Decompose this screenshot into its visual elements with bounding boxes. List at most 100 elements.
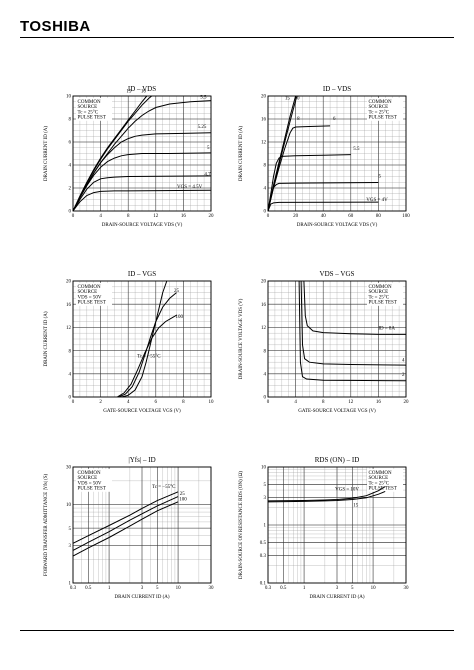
x-tick-label: 0.5 [280,586,287,591]
condition-line: SOURCE [369,476,389,481]
y-tick-label: 30 [66,466,72,471]
condition-line: COMMON [369,100,392,105]
plot-frame [72,95,212,212]
y-tick-label: 1 [69,582,72,587]
curve-100 [72,501,179,557]
condition-line: COMMON [78,100,101,105]
condition-line: PULSE TEST [78,301,106,306]
curve-5 [72,152,212,212]
curves [298,280,407,382]
y-axis-label: DRAIN CURRENT ID (A) [44,126,49,181]
x-tick-label: 30 [209,586,215,591]
y-axis-label: DRAIN CURRENT ID (A) [239,126,244,181]
condition-line: SOURCE [369,290,389,295]
curve-label: VGS = 4V [366,198,388,203]
curve-label: 15 [285,96,291,101]
x-tick-label: 60 [348,214,354,219]
curve-label: 10 [294,96,300,101]
y-tick-label: 10 [66,503,72,508]
y-tick-label: 0.1 [260,582,267,587]
condition-line: Tc = 25°C [369,481,390,486]
footer-rule [20,630,454,631]
condition-line: Tc = 25°C [78,110,99,115]
curve-25 [72,496,179,551]
x-axis-label: DRAIN CURRENT ID (A) [114,595,169,600]
chart-title: RDS (ON) – ID [315,456,360,464]
y-tick-label: 16 [66,303,72,308]
y-tick-label: 12 [261,326,267,331]
y-tick-label: 3 [264,496,267,501]
curve-label: 5 [379,175,382,180]
curve-label: 5.5 [353,147,360,152]
condition-line: SOURCE [78,476,98,481]
x-tick-label: 12 [153,214,159,219]
x-tick-label: 0 [267,400,270,405]
x-tick-label: 80 [376,214,382,219]
y-tick-label: 1 [264,524,267,529]
y-tick-label: 0 [264,210,267,215]
chart-title: ID – VDS [323,85,351,93]
curve-label: 100 [179,497,187,502]
x-axis-label: GATE-SOURCE VOLTAGE VGS (V) [103,409,181,414]
curve-4.5 [72,189,212,212]
x-tick-label: 16 [181,214,187,219]
condition-line: PULSE TEST [369,116,397,121]
y-tick-label: 8 [69,349,72,354]
condition-line: PULSE TEST [369,487,397,492]
y-tick-label: 2 [69,187,72,192]
x-tick-label: 8 [182,400,185,405]
curve-label: 8 [297,117,300,122]
x-tick-label: 3 [141,586,144,591]
conditions-box [76,283,112,306]
condition-line: VDS = 50V [78,481,102,486]
condition-line: SOURCE [369,105,389,110]
x-tick-label: 6 [155,400,158,405]
x-tick-label: 10 [371,586,377,591]
chart-2: 0 20 40 60 80 100 0 4 8 12 16 20 ID – VDS DRAIN-SOURC… [239,85,410,228]
y-tick-label: 20 [261,95,267,100]
y-tick-label: 0.5 [260,541,267,546]
header-rule [20,37,454,38]
x-tick-label: 10 [176,586,182,591]
curves [116,280,177,398]
plot-frame [267,466,407,584]
conditions-box [367,98,403,121]
curves [267,486,386,503]
curve-label: Tc = −55°C [152,485,176,490]
curve-label: Tc = −55°C [137,355,161,360]
condition-line: COMMON [78,471,101,476]
x-tick-label: 0.3 [70,586,77,591]
condition-line: Tc = 25°C [369,110,390,115]
x-tick-label: 0.5 [85,586,92,591]
x-tick-label: 2 [99,400,102,405]
condition-line: PULSE TEST [78,487,106,492]
condition-line: COMMON [369,471,392,476]
x-tick-label: 3 [336,586,339,591]
y-tick-label: 20 [261,280,267,285]
chart-title: ID – VDS [128,85,156,93]
conditions-box [367,283,403,306]
curve-label: 5.5 [200,95,207,100]
y-tick-label: 8 [264,349,267,354]
x-tick-label: 30 [404,586,410,591]
y-tick-label: 4 [264,187,267,192]
condition-line: SOURCE [78,290,98,295]
curve-label: 100 [176,315,184,320]
toshiba-logo: TOSHIBA [20,18,91,35]
curve-ID8A [303,280,406,335]
curves [72,95,212,212]
curve-label: 10 [141,90,147,95]
y-tick-label: 10 [261,466,267,471]
conditions-box [76,98,112,121]
x-tick-label: 1 [303,586,306,591]
curve-5 [267,182,379,212]
x-tick-label: 4 [294,400,297,405]
curve-5.5 [267,154,351,212]
x-tick-label: 100 [402,214,410,219]
curve-label: 4.7 [204,172,211,177]
